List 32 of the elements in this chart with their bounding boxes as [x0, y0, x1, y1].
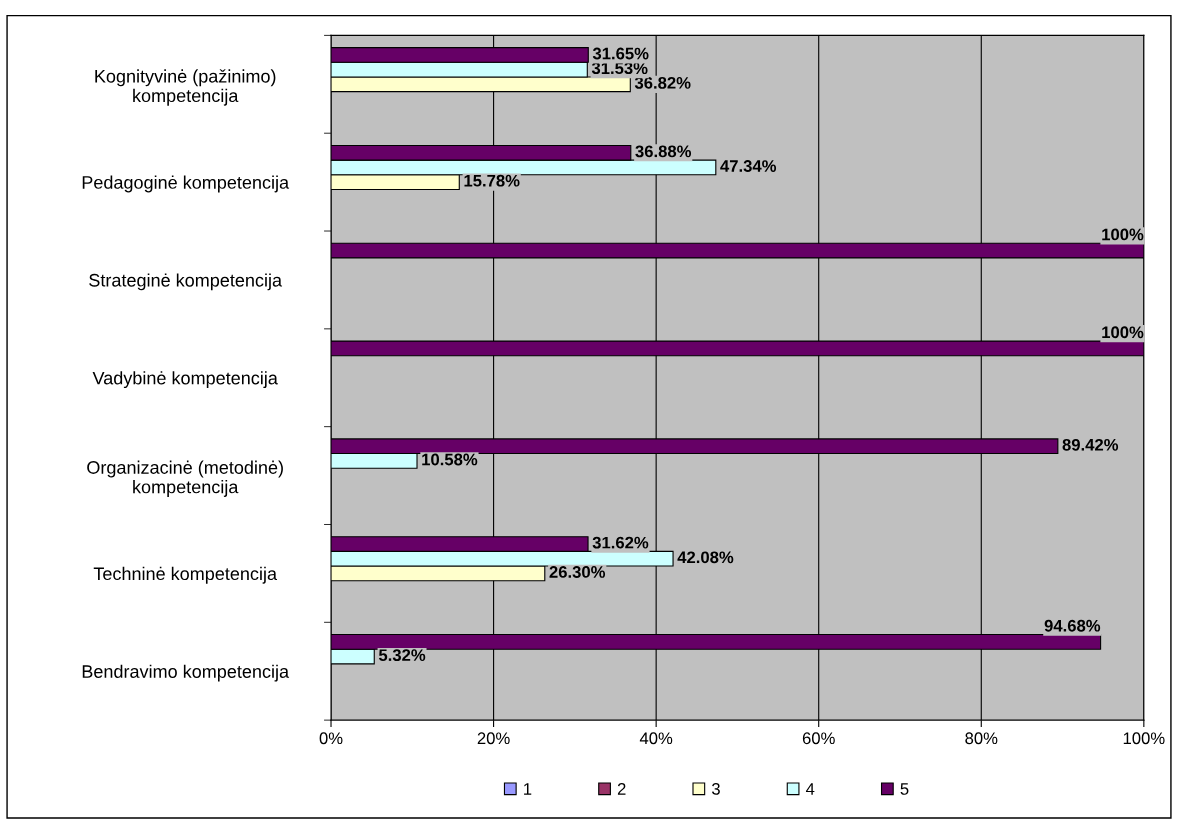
legend-label: 1	[524, 783, 532, 795]
x-tick-label: 80%	[965, 732, 998, 745]
data-label: 100%	[1102, 228, 1144, 241]
x-tick-label: 0%	[319, 732, 343, 745]
data-label: 89.42%	[1062, 438, 1119, 451]
data-label: 36.82%	[634, 76, 691, 89]
y-tick-label: Techninė kompetencija	[93, 566, 278, 584]
legend-label: 4	[805, 783, 815, 795]
x-tick-label: 60%	[802, 732, 835, 745]
data-label: 15.78%	[464, 174, 520, 187]
legend-label: 5	[900, 783, 909, 795]
x-tick-label: 20%	[477, 732, 510, 745]
data-label: 31.62%	[592, 536, 649, 549]
data-label: 42.08%	[677, 551, 734, 564]
data-label: 31.65%	[592, 47, 649, 60]
y-tick-label: Pedagoginė kompetencija	[82, 175, 290, 193]
y-tick-label: Organizacinė (metodinė) kompetencija	[87, 460, 283, 497]
legend-label: 2	[617, 783, 626, 795]
x-tick-label: 100%	[1123, 732, 1165, 745]
y-tick-label: Strateginė kompetencija	[89, 273, 283, 291]
data-label: 36.88%	[635, 145, 692, 158]
y-tick-label: Bendravimo kompetencija	[82, 664, 290, 682]
y-tick-label: Vadybinė kompetencija	[92, 371, 278, 389]
data-label: 94.68%	[1044, 619, 1101, 632]
data-label: 26.30%	[549, 566, 606, 578]
data-label: 5.32%	[378, 649, 426, 662]
data-label: 100%	[1102, 326, 1144, 339]
data-label: 10.58%	[422, 453, 478, 466]
data-label: 47.34%	[720, 160, 777, 172]
y-tick-label: Kognityvinė (pažinimo) kompetencija	[95, 69, 276, 106]
legend-label: 3	[711, 783, 720, 795]
x-tick-label: 40%	[639, 732, 673, 745]
